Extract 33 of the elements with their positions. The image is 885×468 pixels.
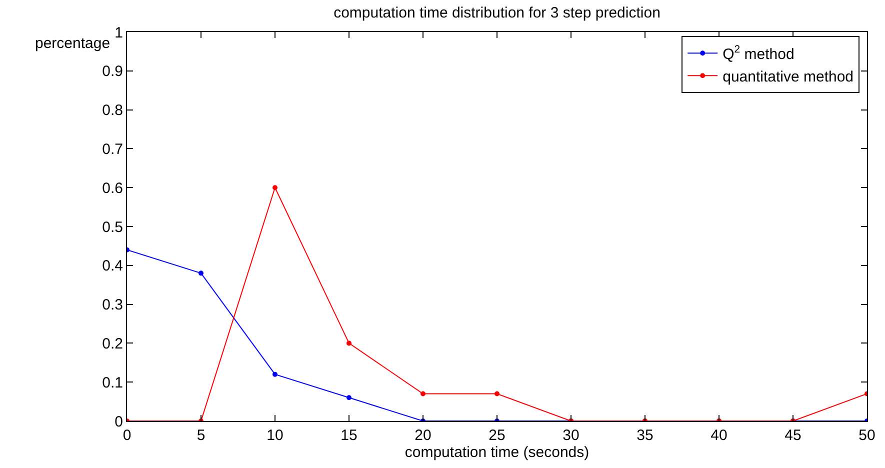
x-tick-label: 30 xyxy=(562,427,580,444)
y-axis-title: percentage xyxy=(35,35,110,52)
x-axis-title: computation time (seconds) xyxy=(404,444,590,461)
y-tick-label: 1 xyxy=(114,24,123,42)
chart-title: computation time distribution for 3 step prediction xyxy=(334,4,660,22)
point xyxy=(494,391,500,396)
y-tick-label: 0.1 xyxy=(102,374,123,392)
point xyxy=(346,340,352,346)
legend-label: quantitative method xyxy=(722,68,854,86)
x-tick-label: 35 xyxy=(636,427,654,444)
y-tick-label: 0.3 xyxy=(102,296,123,314)
point xyxy=(346,395,352,400)
point xyxy=(272,372,278,377)
legend-label: Q$^{2}$ method xyxy=(722,44,794,63)
x-tick-label: 45 xyxy=(784,427,802,444)
x-tick-label: 50 xyxy=(858,427,876,444)
y-tick-label: 0.2 xyxy=(102,335,123,352)
point xyxy=(198,270,204,276)
x-tick-label: 40 xyxy=(710,427,728,444)
y-tick-label: 0.6 xyxy=(102,180,123,197)
y-tick-label: 0 xyxy=(114,413,123,430)
y-tick-label: 0.9 xyxy=(102,63,123,80)
y-tick-label: 0.7 xyxy=(102,140,123,158)
x-tick-label: 15 xyxy=(340,427,358,444)
x-tick-label: 10 xyxy=(266,427,284,444)
x-tick-label: 20 xyxy=(414,427,432,444)
point xyxy=(420,391,426,396)
x-tick-label: 25 xyxy=(488,427,506,444)
y-tick-label: 0.4 xyxy=(102,258,123,275)
point xyxy=(272,185,278,190)
y-tick-label: 0.5 xyxy=(102,218,123,236)
y-tick-label: 0.8 xyxy=(102,102,123,120)
x-tick-label: 5 xyxy=(196,427,206,444)
